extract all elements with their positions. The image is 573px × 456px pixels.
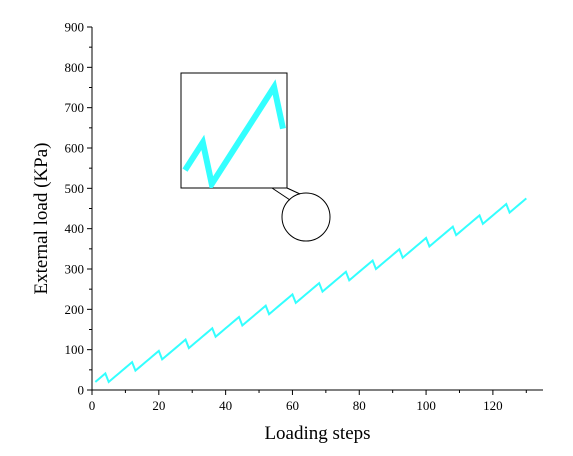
series — [94, 197, 527, 384]
y-tick-label: 400 — [65, 221, 85, 236]
zoom-inset — [180, 72, 331, 242]
y-axis-label: External load (KPa) — [31, 143, 52, 295]
x-tick-label: 80 — [353, 398, 366, 413]
zoom-pointer-line — [286, 187, 301, 195]
axes — [91, 27, 543, 391]
y-tick-label: 600 — [65, 141, 85, 156]
y-tick-label: 800 — [65, 60, 85, 75]
x-tick-label: 40 — [219, 398, 232, 413]
y-tick-label: 700 — [65, 100, 85, 115]
y-tick-label: 300 — [65, 262, 85, 277]
x-tick-label: 0 — [89, 398, 96, 413]
y-tick-label: 500 — [65, 181, 85, 196]
y-tick-label: 900 — [65, 20, 85, 35]
zoom-pointer-line — [271, 187, 291, 201]
x-tick-label: 20 — [152, 398, 165, 413]
y-tick-label: 100 — [65, 342, 85, 357]
y-tick-label: 200 — [65, 302, 85, 317]
load-series-line — [94, 197, 527, 384]
zoom-region-circle — [281, 192, 331, 242]
x-axis-label: Loading steps — [264, 423, 370, 444]
zoom-inset-series-line — [182, 79, 286, 188]
x-tick-label: 120 — [483, 398, 503, 413]
y-tick-label: 0 — [78, 383, 85, 398]
x-tick-label: 100 — [416, 398, 436, 413]
x-tick-label: 60 — [286, 398, 299, 413]
ticks: 0 20 40 60 80 100 120 0 100 200 300 400 500 600 700 800… — [65, 20, 527, 413]
